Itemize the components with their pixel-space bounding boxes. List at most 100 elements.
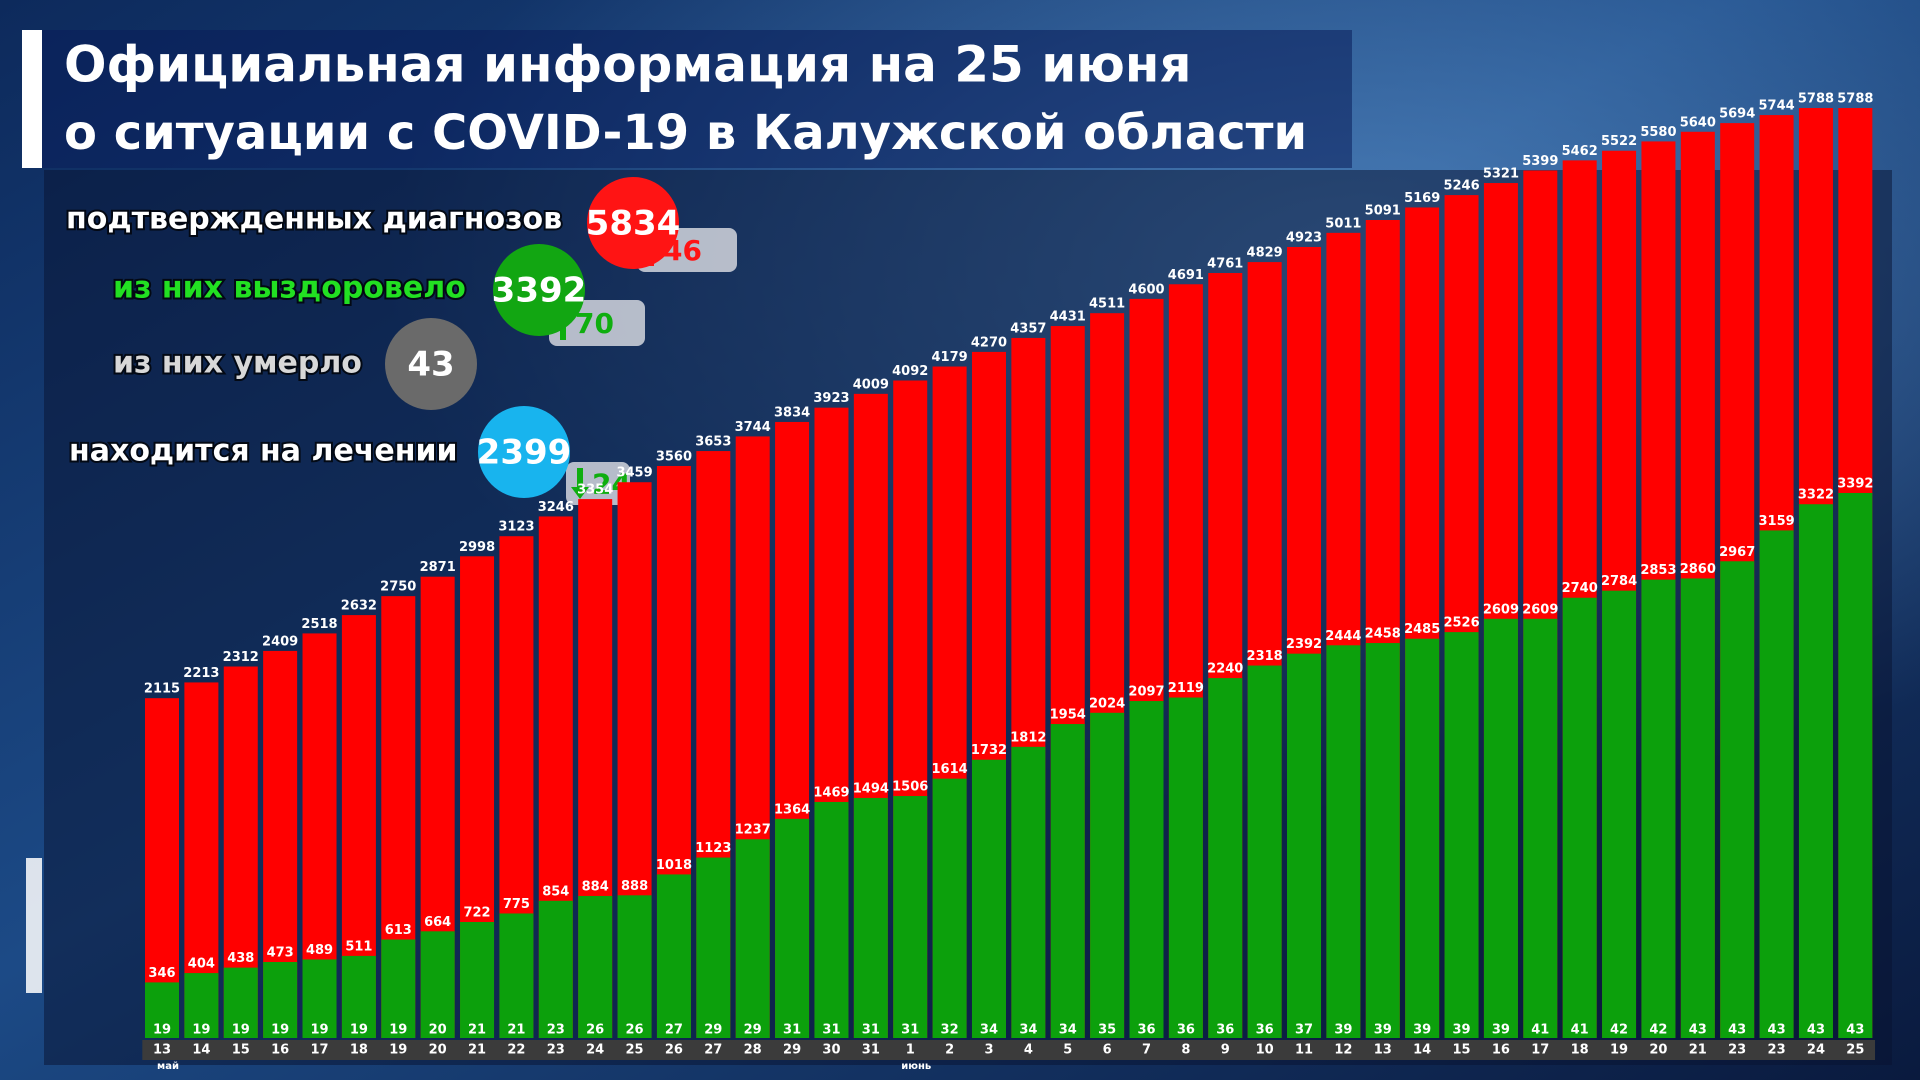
side-accent bbox=[26, 858, 42, 993]
x-tick-label: 2 bbox=[945, 1043, 954, 1058]
value-label: 438 bbox=[227, 951, 254, 966]
value-label: 5694 bbox=[1719, 107, 1755, 122]
bottom-label: 29 bbox=[704, 1023, 722, 1038]
value-label: 3834 bbox=[774, 405, 810, 420]
value-label: 3744 bbox=[735, 420, 771, 435]
value-label: 888 bbox=[621, 879, 648, 894]
x-tick-label: 18 bbox=[350, 1043, 368, 1058]
bottom-label: 26 bbox=[586, 1023, 604, 1038]
value-label: 5744 bbox=[1758, 99, 1794, 114]
bar bbox=[1050, 724, 1085, 1038]
value-label: 4691 bbox=[1168, 268, 1204, 283]
bar-chart: 2115221323122409251826322750287129983123… bbox=[142, 92, 1876, 1072]
month-label: июнь bbox=[901, 1061, 931, 1072]
summary-value: 2399 bbox=[477, 433, 572, 473]
value-label: 1614 bbox=[932, 762, 968, 777]
axis-strip bbox=[142, 1040, 1876, 1060]
summary-value: 5834 bbox=[586, 204, 681, 244]
bottom-label: 19 bbox=[389, 1023, 407, 1038]
x-tick-label: 23 bbox=[1728, 1043, 1746, 1058]
bottom-label: 43 bbox=[1846, 1023, 1864, 1038]
bottom-label: 31 bbox=[822, 1023, 840, 1038]
value-label: 2784 bbox=[1601, 574, 1637, 589]
x-tick-label: 11 bbox=[1295, 1043, 1313, 1058]
summary-label: из них умерло bbox=[113, 346, 362, 381]
value-label: 3123 bbox=[498, 520, 534, 535]
value-label: 4829 bbox=[1247, 246, 1283, 261]
bar bbox=[853, 797, 888, 1038]
x-tick-label: 8 bbox=[1181, 1043, 1190, 1058]
bottom-label: 26 bbox=[626, 1023, 644, 1038]
x-tick-label: 15 bbox=[232, 1043, 250, 1058]
value-label: 5788 bbox=[1798, 92, 1834, 107]
value-label: 3923 bbox=[813, 391, 849, 406]
value-label: 2312 bbox=[223, 650, 259, 665]
value-label: 5788 bbox=[1837, 92, 1873, 107]
value-label: 2318 bbox=[1247, 649, 1283, 664]
x-tick-label: 31 bbox=[862, 1043, 880, 1058]
bar bbox=[971, 759, 1006, 1038]
x-tick-label: 19 bbox=[1610, 1043, 1628, 1058]
bottom-label: 31 bbox=[901, 1023, 919, 1038]
bottom-label: 19 bbox=[350, 1023, 368, 1038]
title-accent bbox=[22, 30, 42, 168]
x-tick-label: 30 bbox=[822, 1043, 840, 1058]
value-label: 3459 bbox=[616, 466, 652, 481]
bottom-label: 43 bbox=[1807, 1023, 1825, 1038]
x-tick-label: 16 bbox=[1492, 1043, 1510, 1058]
x-tick-label: 24 bbox=[1807, 1043, 1825, 1058]
bottom-label: 41 bbox=[1571, 1023, 1589, 1038]
bar bbox=[1326, 645, 1361, 1038]
title-line: о ситуации с COVID-19 в Калужской област… bbox=[64, 105, 1307, 161]
value-label: 2392 bbox=[1286, 637, 1322, 652]
bar bbox=[1798, 504, 1833, 1039]
change-value: 70 bbox=[575, 307, 614, 340]
bar bbox=[893, 796, 928, 1038]
bottom-label: 36 bbox=[1216, 1023, 1234, 1038]
summary-circle bbox=[493, 244, 585, 336]
value-label: 511 bbox=[345, 939, 372, 954]
change-arrow bbox=[571, 468, 589, 499]
bar bbox=[341, 955, 376, 1038]
summary-value: 43 bbox=[407, 345, 454, 385]
bottom-label: 31 bbox=[862, 1023, 880, 1038]
value-label: 2024 bbox=[1089, 696, 1125, 711]
value-label: 2485 bbox=[1404, 622, 1440, 637]
value-label: 4761 bbox=[1207, 257, 1243, 272]
bar bbox=[1129, 701, 1164, 1038]
x-tick-label: 13 bbox=[153, 1043, 171, 1058]
value-label: 4511 bbox=[1089, 297, 1125, 312]
bottom-label: 19 bbox=[153, 1023, 171, 1038]
bar bbox=[814, 801, 849, 1038]
value-label: 854 bbox=[542, 884, 569, 899]
bar bbox=[1562, 597, 1597, 1038]
bottom-label: 34 bbox=[1019, 1023, 1037, 1038]
title-band bbox=[22, 30, 1352, 168]
bottom-label: 43 bbox=[1768, 1023, 1786, 1038]
bottom-label: 19 bbox=[192, 1023, 210, 1038]
bottom-label: 39 bbox=[1492, 1023, 1510, 1038]
bar bbox=[184, 973, 219, 1038]
value-label: 5246 bbox=[1443, 179, 1479, 194]
value-label: 613 bbox=[385, 923, 412, 938]
x-tick-label: 21 bbox=[468, 1043, 486, 1058]
bottom-label: 29 bbox=[744, 1023, 762, 1038]
value-label: 2409 bbox=[262, 634, 298, 649]
x-tick-label: 23 bbox=[547, 1043, 565, 1058]
x-tick-label: 28 bbox=[744, 1043, 762, 1058]
bottom-label: 31 bbox=[783, 1023, 801, 1038]
bottom-label: 36 bbox=[1256, 1023, 1274, 1038]
value-label: 5580 bbox=[1640, 125, 1676, 140]
value-label: 2871 bbox=[420, 560, 456, 575]
bar bbox=[223, 967, 258, 1038]
bottom-label: 19 bbox=[310, 1023, 328, 1038]
bar bbox=[617, 895, 652, 1038]
bottom-label: 43 bbox=[1728, 1023, 1746, 1038]
value-label: 1469 bbox=[813, 785, 849, 800]
value-label: 1494 bbox=[853, 781, 889, 796]
value-label: 4009 bbox=[853, 377, 889, 392]
summary-circle bbox=[478, 406, 570, 498]
bar bbox=[1208, 678, 1243, 1038]
bar bbox=[263, 961, 298, 1038]
